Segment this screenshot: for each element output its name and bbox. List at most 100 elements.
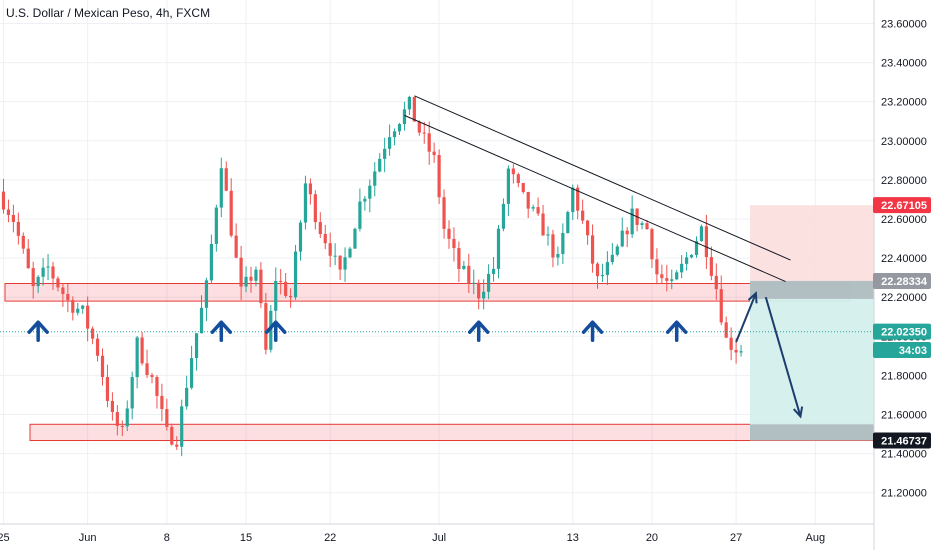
candle-body [689,254,694,258]
arrow-markers [27,320,688,342]
candle-body [303,183,308,223]
trend-line[interactable] [404,114,786,283]
candle-body [31,268,35,287]
candle-body [581,210,585,221]
candle-body [358,201,362,229]
candle-body [343,257,347,270]
candle-body [16,221,20,236]
candle-body [259,269,263,304]
candle-body [363,198,367,202]
price-badge-label: 22.02350 [881,327,927,339]
candle-body [56,278,60,288]
candle-body [472,282,476,284]
candle-body [482,291,486,299]
grid [0,0,874,524]
y-tick-label: 22.80000 [881,175,927,187]
candle-body [620,230,624,247]
candle-body [437,155,441,198]
candle-body [219,168,223,208]
candle-body [462,265,466,269]
candle-body [541,213,545,236]
candle-body [373,171,377,186]
candle-body [709,257,713,276]
chart-title: U.S. Dollar / Mexican Peso, 4h, FXCM [6,6,211,20]
candle-body [467,265,471,284]
candle-body [625,230,629,235]
y-tick-label: 22.40000 [881,253,927,265]
candle-body [6,209,11,215]
candle-body [442,197,446,229]
x-tick-label: 13 [567,532,579,544]
candle-body [81,305,85,309]
candle-body [452,238,456,249]
candle-body [531,207,535,209]
candle-body [412,96,416,122]
candle-body [397,124,402,132]
trend-line[interactable] [414,95,791,261]
stop-loss-zone[interactable] [750,205,874,281]
price-badge-label: 34:03 [899,345,927,357]
candle-body [51,266,55,279]
candle-body [407,96,411,110]
candle-body [566,212,570,234]
arrow-up-icon [467,320,490,334]
price-badge-label: 22.67105 [881,200,927,212]
candle-body [165,409,169,427]
candle-body [388,137,392,149]
candle-body [714,275,718,290]
candle-body [135,337,139,378]
candle-body [76,308,80,313]
candle-body [170,426,174,445]
candle-body [308,183,312,195]
support-zone[interactable] [29,423,875,442]
candle-body [600,275,605,277]
candle-body [719,289,723,323]
take-profit-zone[interactable] [750,280,874,441]
candle-body [630,208,634,235]
candle-body [675,272,679,280]
candles [1,95,743,457]
candle-body [199,307,204,334]
x-tick-label: Jul [432,532,446,544]
candle-body [26,248,30,269]
candle-body [194,333,199,359]
candle-body [615,246,619,255]
candle-body [561,233,565,254]
y-tick-label: 23.00000 [881,136,927,148]
candle-body [239,257,243,287]
candle-body [402,109,407,125]
trend-lines[interactable] [0,95,874,419]
candle-body [556,253,560,258]
candle-body [214,207,218,244]
y-tick-label: 21.60000 [881,410,927,422]
projection-arrow-up-head [747,291,758,304]
candle-body [91,328,95,339]
candle-body [348,248,352,258]
candle-body [383,148,387,159]
candle-body [224,168,228,191]
candle-body [293,251,298,298]
candle-body [501,203,506,229]
candle-body [115,412,119,426]
x-tick-label: 8 [164,532,170,544]
arrow-up-icon [581,320,604,334]
entry-marker [750,280,874,299]
candle-body [422,132,426,134]
projection-arrow-down[interactable] [764,296,802,417]
candle-body [66,294,70,301]
candle-body [338,255,342,270]
y-tick-label: 21.20000 [881,488,927,500]
candle-body [160,395,164,410]
position-tool[interactable] [750,205,874,441]
projection-arrow-up[interactable] [735,292,757,343]
candle-body [120,425,124,427]
candle-body [244,276,248,287]
arrow-up-icon [210,320,233,334]
candle-body [229,190,233,236]
candle-body [699,226,704,242]
candle-body [576,187,580,211]
support-zone[interactable] [4,283,851,302]
candle-body [1,191,6,210]
candle-body [100,355,105,378]
